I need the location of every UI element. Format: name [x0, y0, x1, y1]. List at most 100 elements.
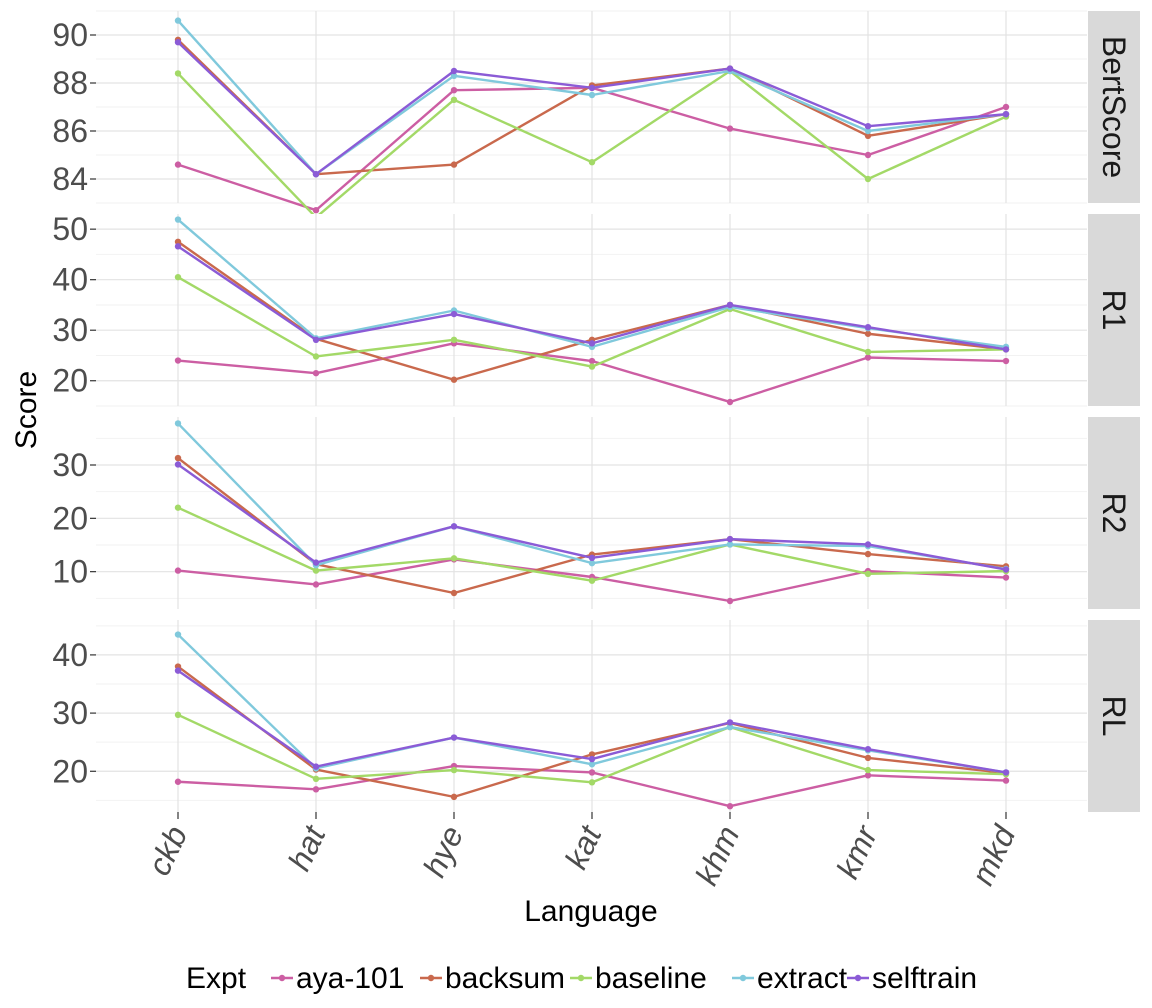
legend-key-point: [854, 974, 862, 982]
data-point-selftrain-kmr: [864, 323, 872, 331]
x-tick-labels: ckb hat hye kat khm kmr mkd: [141, 812, 1023, 890]
data-point-selftrain-hat: [312, 763, 320, 770]
data-point-extract-khm: [726, 723, 734, 731]
data-point-extract-kat: [588, 559, 596, 567]
legend-label: backsum: [445, 962, 565, 995]
data-point-backsum-kat: [588, 751, 596, 758]
y-tick-label: 30: [52, 695, 88, 731]
data-point-extract-kat: [588, 761, 596, 768]
data-point-selftrain-kat: [588, 755, 596, 763]
y-tick-label: 86: [52, 113, 88, 149]
y-tick-label: 50: [52, 211, 88, 247]
data-point-aya-101-khm: [726, 398, 734, 406]
data-point-selftrain-ckb: [174, 243, 182, 250]
strip-r2: [1088, 417, 1140, 609]
data-point-baseline-kmr: [864, 175, 872, 183]
y-tick-label: 30: [52, 312, 88, 348]
strip-label-rl: RL: [1096, 696, 1132, 737]
data-point-baseline-kmr: [864, 766, 872, 774]
y-tick-label: 40: [52, 262, 88, 298]
series-selftrain: [174, 667, 1010, 776]
data-point-selftrain-khm: [726, 719, 734, 726]
y-tick-label: 30: [52, 447, 88, 483]
data-point-selftrain-hat: [312, 559, 320, 566]
data-point-baseline-kmr: [864, 348, 872, 356]
x-tick-label-hat: hat: [281, 819, 333, 876]
data-point-aya-101-ckb: [174, 357, 182, 364]
data-point-aya-101-ckb: [174, 567, 182, 574]
x-tick-label-ckb: ckb: [141, 820, 195, 880]
data-point-selftrain-mkd: [1002, 566, 1010, 573]
data-point-backsum-hye: [450, 793, 458, 801]
legend-key-point: [577, 974, 585, 982]
legend-entry-selftrain: selftrain: [847, 962, 977, 995]
data-point-aya-101-mkd: [1002, 777, 1010, 784]
data-point-selftrain-hat: [312, 336, 320, 344]
data-point-selftrain-ckb: [174, 461, 182, 468]
strip-label-bertscore: BertScore: [1096, 36, 1132, 178]
x-tick-label-khm: khm: [688, 820, 746, 890]
panels: 84 86 88 90 BertScore 20 30 40 50 R1 10 20 30 R2 20 30 4…: [52, 10, 1140, 812]
data-point-selftrain-mkd: [1002, 346, 1010, 353]
y-tick-label: 40: [52, 637, 88, 673]
y-tick-label: 84: [52, 161, 88, 197]
data-point-selftrain-hye: [450, 523, 458, 530]
data-point-baseline-kat: [588, 779, 596, 786]
data-point-selftrain-kat: [588, 84, 596, 92]
data-point-selftrain-hye: [450, 310, 458, 318]
data-point-baseline-ckb: [174, 711, 182, 719]
data-point-aya-101-kat: [588, 769, 596, 776]
data-point-baseline-hye: [450, 96, 458, 104]
data-point-aya-101-hat: [312, 786, 320, 793]
x-axis-title: Language: [524, 895, 657, 928]
data-point-selftrain-kmr: [864, 745, 872, 753]
x-tick-label-kat: kat: [558, 819, 609, 874]
x-tick-label-hye: hye: [416, 820, 470, 882]
data-point-aya-101-kmr: [864, 151, 872, 159]
strip-r1: [1088, 214, 1140, 406]
data-point-selftrain-khm: [726, 65, 734, 72]
data-point-aya-101-hye: [450, 87, 458, 94]
data-point-extract-ckb: [174, 420, 182, 427]
series-selftrain: [174, 461, 1010, 573]
data-point-aya-101-mkd: [1002, 357, 1010, 365]
data-point-aya-101-hat: [312, 369, 320, 377]
data-point-extract-hye: [450, 72, 458, 80]
y-tick-label: 90: [52, 17, 88, 53]
series-selftrain: [174, 39, 1010, 178]
data-point-selftrain-kat: [588, 340, 596, 347]
data-point-selftrain-mkd: [1002, 769, 1010, 776]
data-point-backsum-hye: [450, 161, 458, 168]
data-point-backsum-kmr: [864, 754, 872, 762]
y-tick-label: 20: [52, 363, 88, 399]
strip-label-r2: R2: [1096, 493, 1132, 534]
data-point-baseline-ckb: [174, 70, 182, 77]
legend-label: aya-101: [296, 962, 404, 995]
data-point-selftrain-ckb: [174, 667, 182, 674]
y-tick-label: 88: [52, 65, 88, 101]
data-point-selftrain-khm: [726, 535, 734, 543]
legend-key-point: [739, 974, 747, 982]
data-point-baseline-kmr: [864, 570, 872, 577]
data-point-aya-101-mkd: [1002, 103, 1010, 111]
data-point-backsum-kmr: [864, 132, 872, 139]
legend-key-point: [427, 974, 435, 982]
series-aya-101: [174, 762, 1010, 810]
x-tick-label-mkd: mkd: [964, 819, 1023, 890]
legend-entry-backsum: backsum: [420, 962, 565, 995]
strip-rl: [1088, 620, 1140, 812]
data-point-aya-101-khm: [726, 125, 734, 132]
data-point-aya-101-kmr: [864, 772, 872, 779]
data-point-extract-ckb: [174, 17, 182, 24]
y-tick-label: 20: [52, 753, 88, 789]
data-point-aya-101-ckb: [174, 778, 182, 785]
data-point-extract-ckb: [174, 216, 182, 223]
data-point-baseline-hye: [450, 555, 458, 562]
data-point-backsum-ckb: [174, 238, 182, 245]
data-point-selftrain-kmr: [864, 123, 872, 130]
data-point-backsum-hye: [450, 376, 458, 383]
data-point-aya-101-kat: [588, 357, 596, 365]
legend-label: extract: [757, 962, 848, 995]
data-point-aya-101-khm: [726, 802, 734, 810]
data-point-selftrain-hye: [450, 67, 458, 75]
